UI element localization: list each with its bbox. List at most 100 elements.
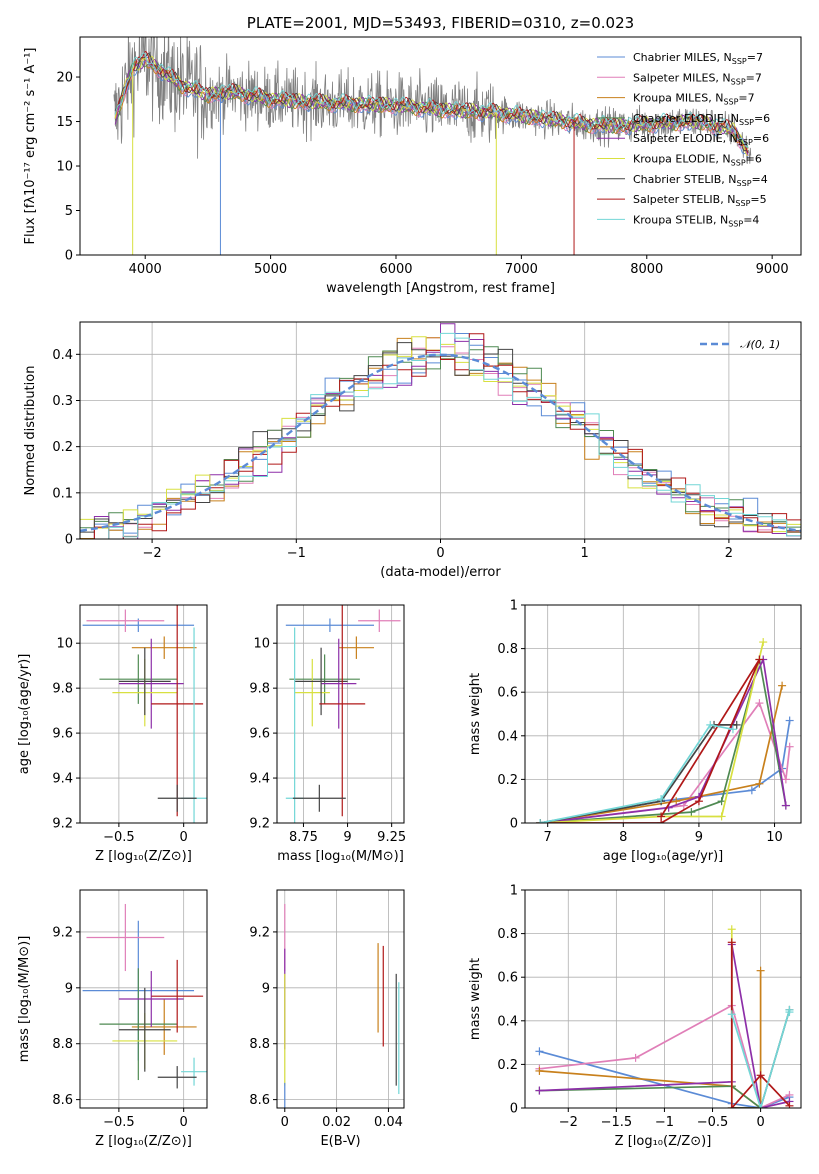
data-point-errorbar — [289, 654, 360, 704]
y-tick-label: 0.4 — [52, 348, 73, 363]
y-tick-label: 0.1 — [52, 486, 73, 501]
y-tick-label: 0.2 — [497, 773, 518, 788]
y-tick-label: 9.2 — [52, 817, 73, 832]
axes-frame — [524, 604, 802, 824]
plus-marker — [728, 725, 737, 734]
plus-marker — [535, 1047, 544, 1056]
mass-weight-line — [539, 1050, 790, 1108]
y-tick-label: 9 — [65, 981, 73, 996]
mass-weight-line — [539, 701, 791, 823]
x-tick-label: −1 — [655, 1115, 674, 1130]
axes-frame — [276, 889, 405, 1109]
axes-frame — [79, 604, 208, 824]
y-tick-label: 9.6 — [249, 727, 270, 742]
legend: Chabrier MILES, NSSP=7 Salpeter MILES, NS… — [597, 51, 770, 228]
y-tick-label: 15 — [56, 115, 73, 130]
data-point-errorbar — [358, 609, 401, 632]
plus-marker — [755, 779, 764, 788]
y-tick-label: 0.3 — [52, 394, 73, 409]
x-tick-label: 1 — [581, 546, 589, 561]
mass-weight-line — [730, 942, 791, 1108]
spectrum-panel: PLATE=2001, MJD=53493, FIBERID=0310, z=0… — [23, 14, 802, 296]
x-tick-label: 10 — [766, 830, 783, 845]
plus-marker — [785, 1101, 794, 1108]
x-tick-label: −0.5 — [103, 1115, 135, 1130]
y-tick-label: 0.8 — [497, 642, 518, 657]
x-tick-label: 8 — [619, 830, 627, 845]
mass-weight-line — [540, 641, 765, 823]
plus-marker — [727, 925, 736, 934]
legend-label: Kroupa MILES, NSSP=7 — [633, 92, 755, 107]
x-axis-label: Z [log₁₀(Z/Z⊙)] — [95, 849, 192, 864]
grid-lines — [525, 604, 801, 824]
plus-marker — [717, 797, 726, 806]
plus-marker — [785, 1008, 794, 1017]
x-tick-label: 6000 — [379, 262, 412, 277]
age-vs-mass-panel: 8.75 9 9.25 9.2 9.4 9.6 9.8 10 mass [log₁₀(M/M⊙)… — [249, 604, 406, 864]
data-point-errorbar — [157, 784, 197, 812]
plus-marker — [727, 938, 736, 947]
x-tick-label: −1 — [287, 546, 306, 561]
plus-marker — [657, 795, 666, 804]
y-tick-label: 0.6 — [497, 686, 518, 701]
data-point-errorbar — [181, 1057, 207, 1086]
y-tick-label: 9.6 — [52, 727, 73, 742]
axes-frame — [79, 889, 208, 1109]
plus-marker — [781, 775, 790, 784]
plus-marker — [694, 797, 703, 806]
chart-title: PLATE=2001, MJD=53493, FIBERID=0310, z=0… — [247, 14, 634, 32]
plus-marker — [631, 1053, 640, 1062]
data-point-errorbar — [131, 999, 197, 1055]
y-tick-label: 8.6 — [249, 1093, 270, 1108]
plus-marker — [706, 720, 715, 729]
y-tick-label: 10 — [56, 160, 73, 175]
y-tick-label: 8.6 — [52, 1093, 73, 1108]
axes-frame — [524, 889, 802, 1109]
x-tick-label: 5000 — [254, 262, 287, 277]
x-tick-label: 9.25 — [377, 830, 406, 845]
x-axis-label: wavelength [Angstrom, rest frame] — [326, 281, 555, 296]
x-tick-label: 0.04 — [374, 1115, 403, 1130]
x-tick-label: 7 — [544, 830, 552, 845]
legend-label: Salpeter ELODIE, NSSP=6 — [633, 132, 769, 147]
x-tick-label: 8.75 — [289, 830, 318, 845]
data-point-errorbar — [118, 638, 184, 729]
x-tick-label: 0.02 — [322, 1115, 351, 1130]
y-axis-label: Normed distribution — [23, 366, 38, 496]
x-tick-label: −0.5 — [103, 830, 135, 845]
plus-marker — [778, 681, 787, 690]
x-tick-label: 9 — [695, 830, 703, 845]
y-tick-label: 9.2 — [249, 925, 270, 940]
data-point-errorbar — [319, 605, 366, 817]
y-tick-label: 1 — [510, 884, 518, 899]
gaussian-reference-curve — [80, 353, 801, 533]
data-point-errorbar — [86, 609, 165, 632]
data-point-errorbar — [118, 971, 184, 1027]
data-point-errorbar — [294, 647, 348, 716]
x-axis-label: Z [log₁₀(Z/Z⊙)] — [95, 1134, 192, 1149]
y-tick-label: 8.8 — [52, 1037, 73, 1052]
y-axis-label: mass weight — [468, 958, 483, 1040]
y-tick-label: 1 — [510, 599, 518, 614]
y-tick-label: 9.8 — [249, 682, 270, 697]
x-tick-label: 0 — [436, 546, 444, 561]
mass-weight-line — [539, 685, 783, 823]
y-tick-label: 9.8 — [52, 682, 73, 697]
y-tick-label: 10 — [56, 637, 73, 652]
plus-marker — [747, 786, 756, 795]
plus-marker — [732, 720, 741, 729]
y-tick-label: 9.4 — [249, 772, 270, 787]
y-tick-label: 9.2 — [249, 817, 270, 832]
x-tick-label: 4000 — [129, 262, 162, 277]
plus-marker — [785, 716, 794, 725]
y-tick-label: 0.8 — [497, 927, 518, 942]
y-tick-label: 10 — [253, 637, 270, 652]
x-axis-label: age [log₁₀(age/yr)] — [603, 849, 724, 864]
y-axis-label: age [log₁₀(age/yr)] — [17, 654, 32, 775]
legend-label: Salpeter STELIB, NSSP=5 — [633, 193, 767, 208]
y-tick-label: 9.2 — [52, 925, 73, 940]
plus-marker — [727, 1104, 736, 1108]
plus-marker — [755, 655, 764, 664]
legend-label: Chabrier ELODIE, NSSP=6 — [633, 112, 770, 127]
plus-marker — [781, 801, 790, 810]
